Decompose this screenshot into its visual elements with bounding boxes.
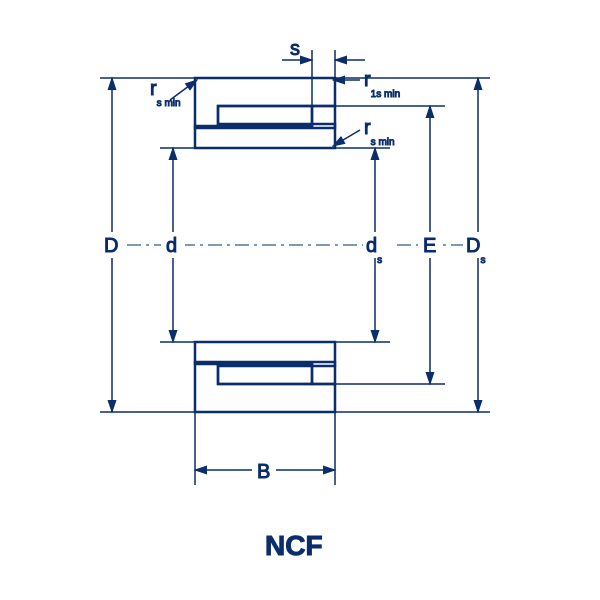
dim-E-label: E xyxy=(423,235,436,257)
label-rsmin-right: rs min xyxy=(364,117,395,148)
outer-ring-bot xyxy=(195,362,335,412)
dim-B-label: B xyxy=(257,461,270,483)
leader-rsmin-right xyxy=(333,130,360,146)
label-rsmin-left: rs min xyxy=(150,78,181,109)
dim-D-label: D xyxy=(104,235,118,257)
bearing-cross-section-diagram: D d ds E Ds B s xyxy=(0,0,600,600)
dim-d-label: d xyxy=(166,235,177,257)
outer-ring-top xyxy=(195,78,335,128)
diagram-title: NCF xyxy=(265,530,323,561)
label-r1smin: r1s min xyxy=(364,69,400,100)
dim-s-label: s xyxy=(290,38,300,60)
